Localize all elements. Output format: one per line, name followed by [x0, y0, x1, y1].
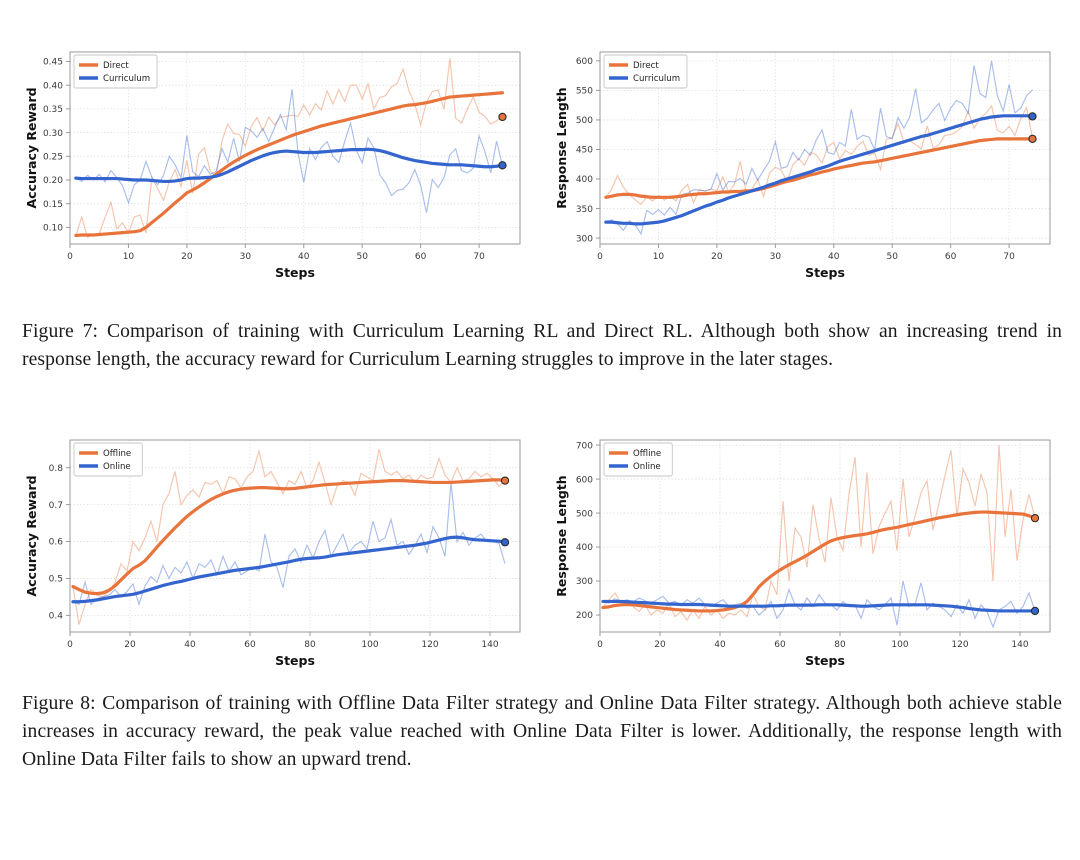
svg-text:0.25: 0.25: [43, 152, 63, 162]
svg-text:600: 600: [576, 475, 593, 485]
svg-text:0.10: 0.10: [43, 224, 63, 234]
svg-text:Offline: Offline: [633, 449, 661, 459]
svg-text:0: 0: [597, 252, 603, 262]
svg-text:0.35: 0.35: [43, 105, 63, 115]
svg-text:Curriculum: Curriculum: [103, 74, 150, 84]
figure-7-caption: Figure 7: Comparison of training with Cu…: [22, 318, 1062, 374]
svg-text:40: 40: [298, 252, 310, 262]
fig8-response-length-svg: 0 20 40 60 80 100 120 140 200 300 400 500 600 700 Step…: [554, 439, 1051, 668]
svg-text:550: 550: [576, 87, 593, 97]
svg-text:500: 500: [576, 116, 593, 126]
svg-text:350: 350: [576, 205, 593, 215]
svg-text:400: 400: [576, 543, 593, 553]
figure-7-block: 0 10 20 30 40 50 60 70 0.10 0.15 0.20 0.25 0.30 0.35 0…: [0, 40, 1080, 370]
svg-text:120: 120: [951, 640, 968, 650]
svg-text:Steps: Steps: [805, 265, 845, 280]
svg-text:60: 60: [415, 252, 427, 262]
fig7-response-length-svg: 0 10 20 30 40 50 60 70 300 350 400 450 500 550 600 Step…: [554, 51, 1051, 280]
svg-text:40: 40: [714, 640, 726, 650]
svg-text:30: 30: [770, 252, 782, 262]
svg-text:Curriculum: Curriculum: [633, 74, 680, 84]
svg-text:Online: Online: [633, 462, 661, 472]
figure-7-caption-label: Figure 7:: [22, 321, 99, 342]
svg-text:Direct: Direct: [633, 61, 659, 71]
svg-text:140: 140: [1011, 640, 1028, 650]
svg-text:80: 80: [304, 640, 316, 650]
svg-text:0: 0: [597, 640, 603, 650]
svg-text:Steps: Steps: [275, 265, 315, 280]
svg-text:0.6: 0.6: [49, 538, 64, 548]
svg-text:600: 600: [576, 57, 593, 67]
svg-text:120: 120: [421, 640, 438, 650]
svg-text:500: 500: [576, 509, 593, 519]
svg-text:0.30: 0.30: [43, 129, 63, 139]
svg-text:Accuracy Reward: Accuracy Reward: [24, 475, 39, 596]
svg-text:300: 300: [576, 577, 593, 587]
svg-text:20: 20: [124, 640, 136, 650]
svg-text:100: 100: [361, 640, 378, 650]
svg-text:0.8: 0.8: [49, 464, 64, 474]
svg-text:Accuracy Reward: Accuracy Reward: [24, 87, 39, 208]
svg-text:Steps: Steps: [275, 653, 315, 668]
svg-text:50: 50: [356, 252, 368, 262]
svg-text:0: 0: [67, 640, 73, 650]
svg-text:70: 70: [1003, 252, 1015, 262]
svg-text:20: 20: [181, 252, 193, 262]
svg-text:140: 140: [481, 640, 498, 650]
svg-text:0.5: 0.5: [49, 575, 63, 585]
svg-text:10: 10: [653, 252, 665, 262]
svg-text:0.20: 0.20: [43, 176, 63, 186]
svg-text:40: 40: [184, 640, 196, 650]
svg-text:Response Length: Response Length: [554, 475, 569, 596]
svg-text:60: 60: [774, 640, 786, 650]
figure-8-block: 0 20 40 60 80 100 120 140 0.4 0.5 0.6 0.7 0.8 Steps Ac…: [0, 428, 1080, 770]
svg-text:60: 60: [244, 640, 256, 650]
svg-text:40: 40: [828, 252, 840, 262]
svg-text:10: 10: [123, 252, 135, 262]
svg-text:0: 0: [67, 252, 73, 262]
svg-text:0.15: 0.15: [43, 200, 63, 210]
fig7-accuracy-reward-svg: 0 10 20 30 40 50 60 70 0.10 0.15 0.20 0.25 0.30 0.35 0…: [24, 51, 521, 280]
svg-text:Offline: Offline: [103, 449, 131, 459]
svg-text:0.7: 0.7: [49, 501, 63, 511]
svg-text:70: 70: [473, 252, 485, 262]
svg-text:700: 700: [576, 441, 593, 451]
chart-fig8-response-length: 0 20 40 60 80 100 120 140 200 300 400 500 600 700 Step…: [552, 428, 1062, 683]
svg-text:50: 50: [886, 252, 898, 262]
svg-text:Direct: Direct: [103, 61, 129, 71]
chart-fig8-accuracy-reward: 0 20 40 60 80 100 120 140 0.4 0.5 0.6 0.7 0.8 Steps Ac…: [22, 428, 532, 683]
fig8-accuracy-reward-svg: 0 20 40 60 80 100 120 140 0.4 0.5 0.6 0.7 0.8 Steps Ac…: [24, 439, 521, 668]
svg-text:Online: Online: [103, 462, 131, 472]
svg-text:0.4: 0.4: [49, 612, 64, 622]
figure-7-charts-row: 0 10 20 30 40 50 60 70 0.10 0.15 0.20 0.25 0.30 0.35 0…: [0, 40, 1080, 295]
svg-text:300: 300: [576, 234, 593, 244]
figure-8-caption-label: Figure 8:: [22, 693, 96, 714]
svg-text:Steps: Steps: [805, 653, 845, 668]
figure-8-charts-row: 0 20 40 60 80 100 120 140 0.4 0.5 0.6 0.7 0.8 Steps Ac…: [0, 428, 1080, 683]
svg-text:0.40: 0.40: [43, 81, 63, 91]
chart-fig7-response-length: 0 10 20 30 40 50 60 70 300 350 400 450 500 550 600 Step…: [552, 40, 1062, 295]
chart-fig7-accuracy-reward: 0 10 20 30 40 50 60 70 0.10 0.15 0.20 0.25 0.30 0.35 0…: [22, 40, 532, 295]
svg-text:30: 30: [240, 252, 252, 262]
svg-text:80: 80: [834, 640, 846, 650]
svg-text:400: 400: [576, 175, 593, 185]
svg-text:450: 450: [576, 146, 593, 156]
figure-7-caption-text: Comparison of training with Curriculum L…: [22, 321, 1063, 370]
svg-text:Response Length: Response Length: [554, 87, 569, 208]
svg-text:60: 60: [945, 252, 957, 262]
svg-text:20: 20: [711, 252, 723, 262]
svg-text:200: 200: [576, 611, 593, 621]
svg-text:100: 100: [891, 640, 908, 650]
svg-text:0.45: 0.45: [43, 58, 63, 68]
figure-8-caption-text: Comparison of training with Offline Data…: [22, 693, 1063, 770]
figure-8-caption: Figure 8: Comparison of training with Of…: [22, 690, 1062, 773]
svg-text:20: 20: [654, 640, 666, 650]
